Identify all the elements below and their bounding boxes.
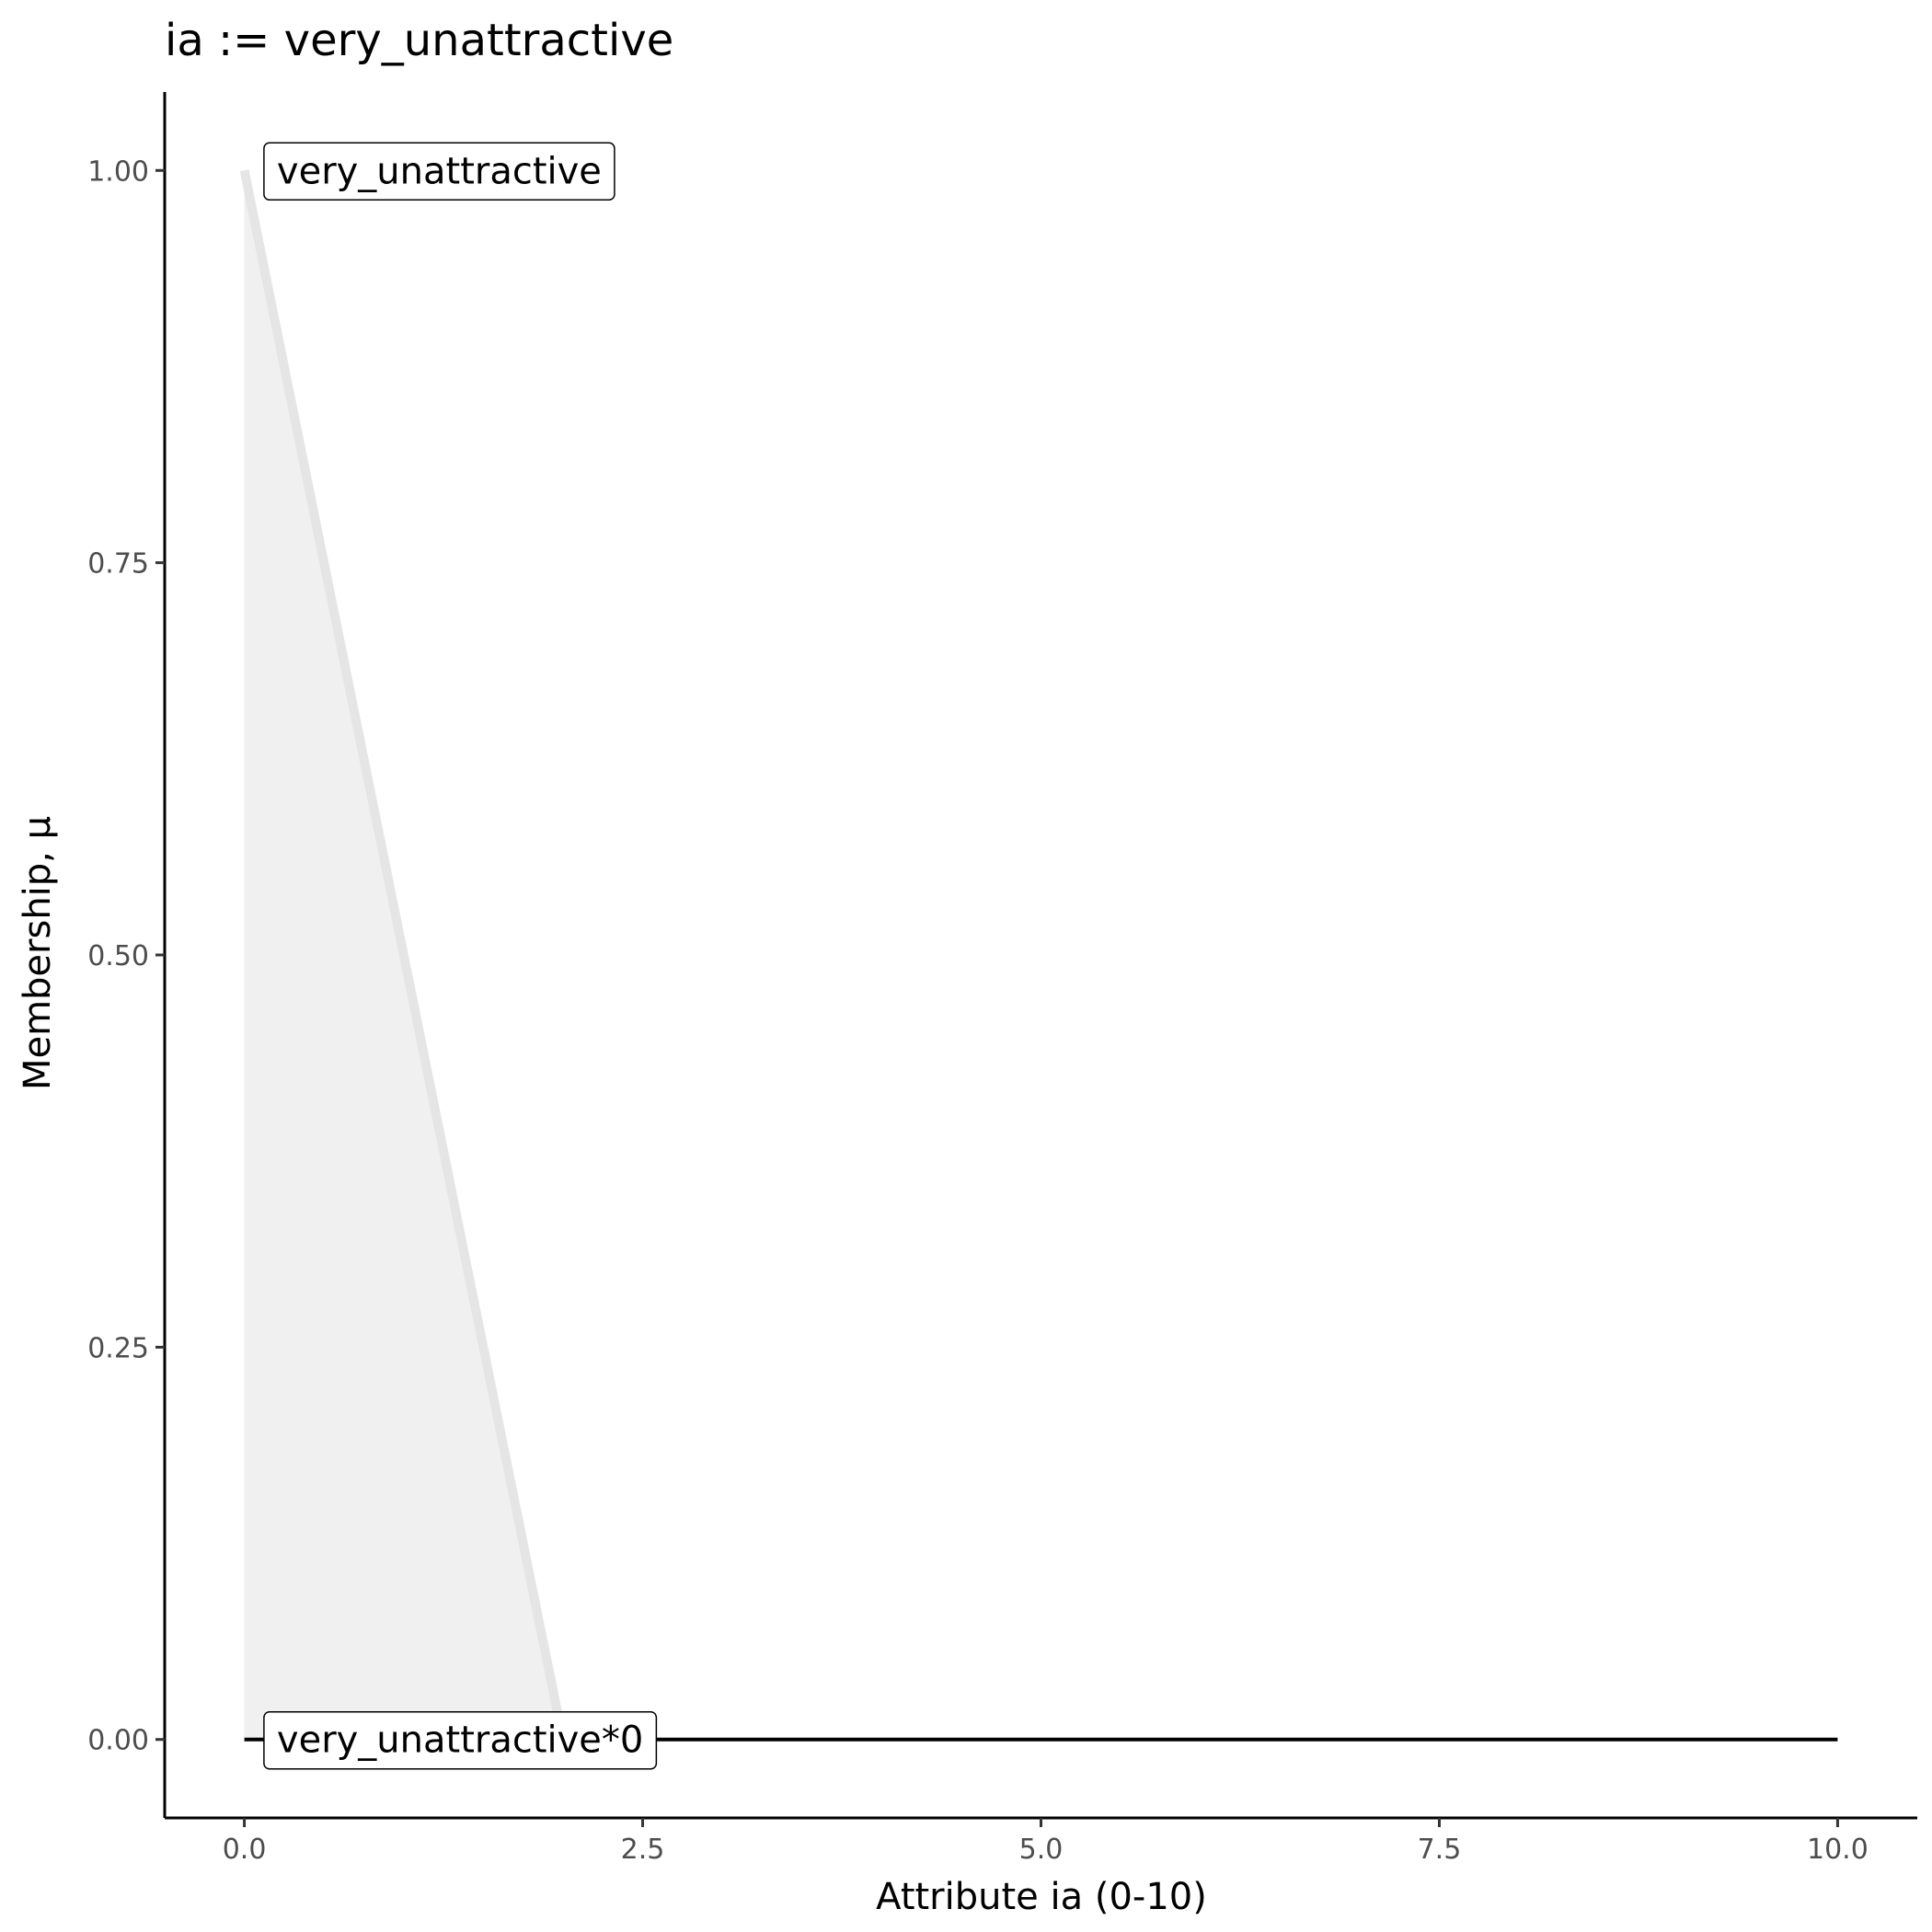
x-tick-label: 5.0	[1019, 1834, 1064, 1866]
y-tick-label: 0.25	[87, 1332, 149, 1364]
y-tick-label: 0.50	[87, 940, 149, 972]
y-tick-label: 0.75	[87, 548, 149, 581]
chart-title: ia := very_unattractive	[165, 15, 673, 66]
y-tick-label: 0.00	[87, 1725, 149, 1757]
y-tick-label: 1.00	[87, 155, 149, 188]
annotation-text: very_unattractive	[277, 150, 602, 192]
annotation-label: very_unattractive	[263, 142, 615, 201]
x-tick-label: 7.5	[1418, 1834, 1462, 1866]
annotation-text: very_unattractive*0	[277, 1719, 643, 1762]
series-line-very-unattractive	[239, 169, 568, 1741]
annotation-box	[263, 142, 615, 201]
x-tick-label: 10.0	[1807, 1834, 1869, 1866]
annotation-label: very_unattractive*0	[263, 1710, 658, 1770]
x-tick-label: 2.5	[621, 1834, 665, 1866]
x-tick-label: 0.0	[223, 1834, 267, 1866]
y-axis-label: Membership, μ	[17, 816, 59, 1090]
x-axis-label: Attribute ia (0-10)	[876, 1876, 1207, 1918]
annotation-box	[263, 1710, 658, 1770]
